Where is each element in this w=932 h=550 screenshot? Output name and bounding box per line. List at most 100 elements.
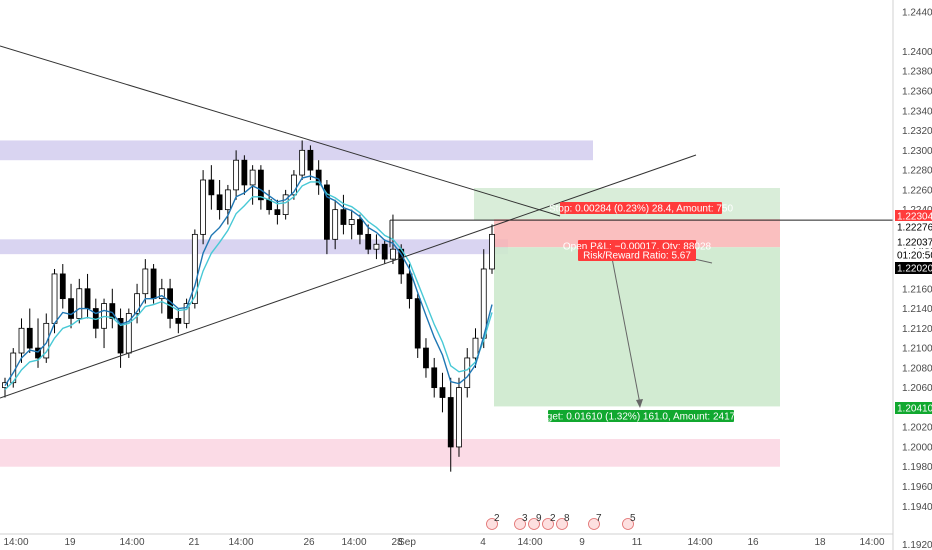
y-tick-label: 1.19600 xyxy=(902,482,932,493)
candle-body xyxy=(200,179,207,235)
candle-body xyxy=(26,327,33,349)
candle-body xyxy=(373,243,380,250)
price-tag: 1.22020 xyxy=(897,264,932,275)
candle-body xyxy=(117,318,124,354)
target-label: Target: 0.01610 (1.32%) 161.0, Amount: 2… xyxy=(533,412,750,423)
candle-body xyxy=(208,179,215,196)
candle-body xyxy=(59,273,66,300)
candle-body xyxy=(241,159,248,186)
y-tick-label: 1.23800 xyxy=(902,67,932,78)
y-tick-label: 1.23400 xyxy=(902,106,932,117)
y-tick-label: 1.20200 xyxy=(902,423,932,434)
candle-body xyxy=(175,318,182,324)
y-tick-label: 1.24400 xyxy=(902,7,932,18)
candle-body xyxy=(158,288,165,300)
y-tick-label: 1.19800 xyxy=(902,462,932,473)
x-tick-label: 14:00 xyxy=(119,537,144,548)
price-tag: 1.22276 xyxy=(897,223,932,234)
candle-body xyxy=(456,387,462,448)
candle-body xyxy=(423,347,429,369)
candle-body xyxy=(472,337,479,359)
candle-body xyxy=(390,248,396,260)
price-tag: 1.22037 xyxy=(897,238,932,249)
x-tick-label: 26 xyxy=(303,537,315,548)
candle-body xyxy=(84,288,91,309)
x-tick-label: 11 xyxy=(632,537,643,548)
candle-body xyxy=(51,273,58,324)
target-label-bg xyxy=(548,410,734,422)
candle-body xyxy=(68,298,74,319)
y-tick-label: 1.21200 xyxy=(902,324,932,335)
candle-body xyxy=(340,209,347,225)
candle-body xyxy=(282,194,289,215)
candle-body xyxy=(183,303,190,324)
candle-body xyxy=(216,194,223,211)
y-tick-label: 1.19400 xyxy=(902,502,932,513)
price-tag-bg xyxy=(895,221,932,233)
price-tag-bg xyxy=(895,249,932,261)
event-marker xyxy=(588,518,600,530)
y-tick-label: 1.21000 xyxy=(902,344,932,355)
stop-label: Stop: 0.00284 (0.23%) 28.4, Amount: 750 xyxy=(549,204,733,215)
price-tag: 01:20:50 xyxy=(897,251,932,262)
price-tag: 1.22304 xyxy=(897,212,932,223)
pnl-label: Open P&L: −0.00017, Qty: 88028 xyxy=(563,242,712,253)
x-tick-label: 9 xyxy=(579,537,585,548)
sr-zone xyxy=(0,439,780,467)
candle-body xyxy=(299,149,306,176)
sr-zone xyxy=(0,140,593,161)
ema-fast-line xyxy=(4,175,493,387)
y-tick-label: 1.22600 xyxy=(902,185,932,196)
candle-body xyxy=(324,184,330,240)
candle-body xyxy=(357,219,363,235)
candle-body xyxy=(406,273,413,300)
candle-body xyxy=(191,233,198,304)
candle-body xyxy=(489,233,495,270)
y-tick-label: 1.20000 xyxy=(902,442,932,453)
y-tick-label: 1.23600 xyxy=(902,87,932,98)
candle-body xyxy=(348,219,355,225)
y-tick-label: 1.21400 xyxy=(902,304,932,315)
rr-label: Risk/Reward Ratio: 5.67 xyxy=(583,251,691,262)
x-tick-label: 16 xyxy=(747,537,759,548)
y-tick-label: 1.23200 xyxy=(902,126,932,137)
candle-body xyxy=(43,322,50,359)
target-zone xyxy=(494,247,780,407)
x-tick-label: 28 xyxy=(391,537,403,548)
y-tick-label: 1.23000 xyxy=(902,146,932,157)
price-tag-bg xyxy=(895,402,932,414)
y-tick-label: 1.21600 xyxy=(902,284,932,295)
x-tick-label: 14:00 xyxy=(859,537,884,548)
event-marker-count: 3 xyxy=(522,513,528,524)
event-marker xyxy=(542,518,554,530)
y-tick-label: 1.22800 xyxy=(902,166,932,177)
x-tick-label: 21 xyxy=(188,537,200,548)
event-marker xyxy=(622,518,634,530)
x-tick-label: 19 xyxy=(64,537,76,548)
candle-body xyxy=(290,174,297,196)
event-marker-count: 5 xyxy=(630,513,636,524)
x-tick-label: Sep xyxy=(398,537,416,548)
candle-body xyxy=(431,367,438,389)
rr-label-bg xyxy=(578,249,696,261)
y-tick-label: 1.19200 xyxy=(902,540,932,550)
y-tick-label: 1.24000 xyxy=(902,47,932,58)
price-tag-bg xyxy=(895,236,932,248)
candle-body xyxy=(274,209,281,215)
target-arrowhead xyxy=(636,399,643,408)
x-tick-label: 14:00 xyxy=(228,537,253,548)
candle-body xyxy=(233,159,240,191)
candle-body xyxy=(76,288,83,319)
x-tick-label: 14:00 xyxy=(3,537,28,548)
candle-body xyxy=(18,327,25,354)
candle-body xyxy=(447,397,454,448)
target-arrow xyxy=(611,257,641,405)
candle-body xyxy=(307,149,314,171)
x-tick-label: 14:00 xyxy=(687,537,712,548)
event-marker-count: 8 xyxy=(564,513,570,524)
candle-body xyxy=(35,347,41,359)
y-tick-label: 1.20800 xyxy=(902,363,932,374)
event-marker xyxy=(556,518,568,530)
candle-body xyxy=(134,293,140,314)
